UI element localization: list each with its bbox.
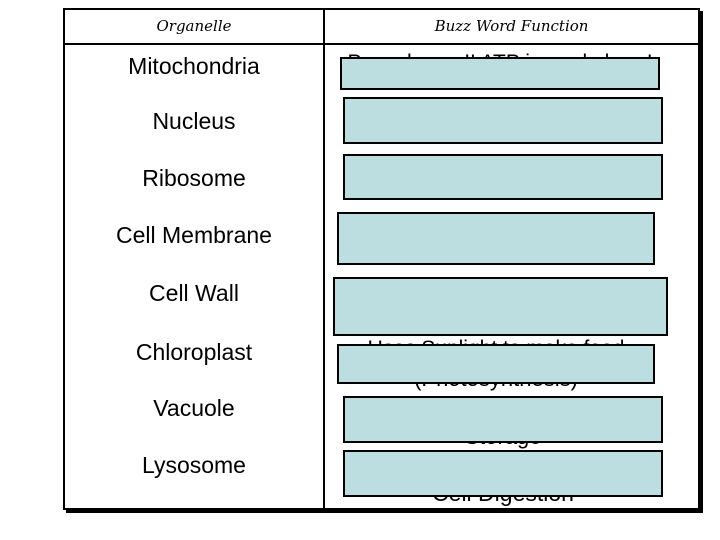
- reveal-box-ribosome: [343, 154, 663, 200]
- organelle-label-cell-membrane: Cell Membrane: [116, 222, 272, 248]
- organelle-label-lysosome: Lysosome: [142, 452, 246, 478]
- organelle-label-mitochondria: Mitochondria: [128, 53, 260, 79]
- reveal-box-nucleus: [343, 97, 663, 144]
- header-divider: [65, 43, 698, 45]
- organelle-table: Organelle Buzz Word Function Mitochondri…: [63, 8, 700, 510]
- reveal-box-vacuole: [343, 396, 663, 443]
- organelle-label-cell-wall: Cell Wall: [149, 280, 239, 306]
- reveal-box-mitochondria: [340, 57, 660, 90]
- column-header-function: Buzz Word Function: [434, 17, 589, 35]
- column-divider: [323, 10, 325, 508]
- reveal-box-lysosome: [343, 450, 663, 497]
- reveal-box-cell-membrane: [337, 212, 655, 265]
- organelle-label-vacuole: Vacuole: [153, 395, 235, 421]
- organelle-label-ribosome: Ribosome: [142, 165, 246, 191]
- reveal-box-chloroplast: [337, 344, 655, 384]
- organelle-label-nucleus: Nucleus: [152, 108, 236, 134]
- organelle-label-chloroplast: Chloroplast: [135, 339, 253, 365]
- reveal-box-cell-wall: [333, 277, 668, 336]
- column-header-organelle: Organelle: [156, 17, 232, 35]
